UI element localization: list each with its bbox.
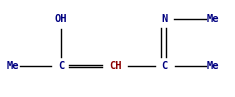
Text: C: C	[161, 61, 168, 71]
Text: N: N	[161, 14, 168, 24]
Text: C: C	[58, 61, 64, 71]
Text: Me: Me	[7, 61, 20, 71]
Text: OH: OH	[55, 14, 67, 24]
Text: Me: Me	[207, 61, 219, 71]
Text: Me: Me	[207, 14, 219, 24]
Text: CH: CH	[109, 61, 121, 71]
